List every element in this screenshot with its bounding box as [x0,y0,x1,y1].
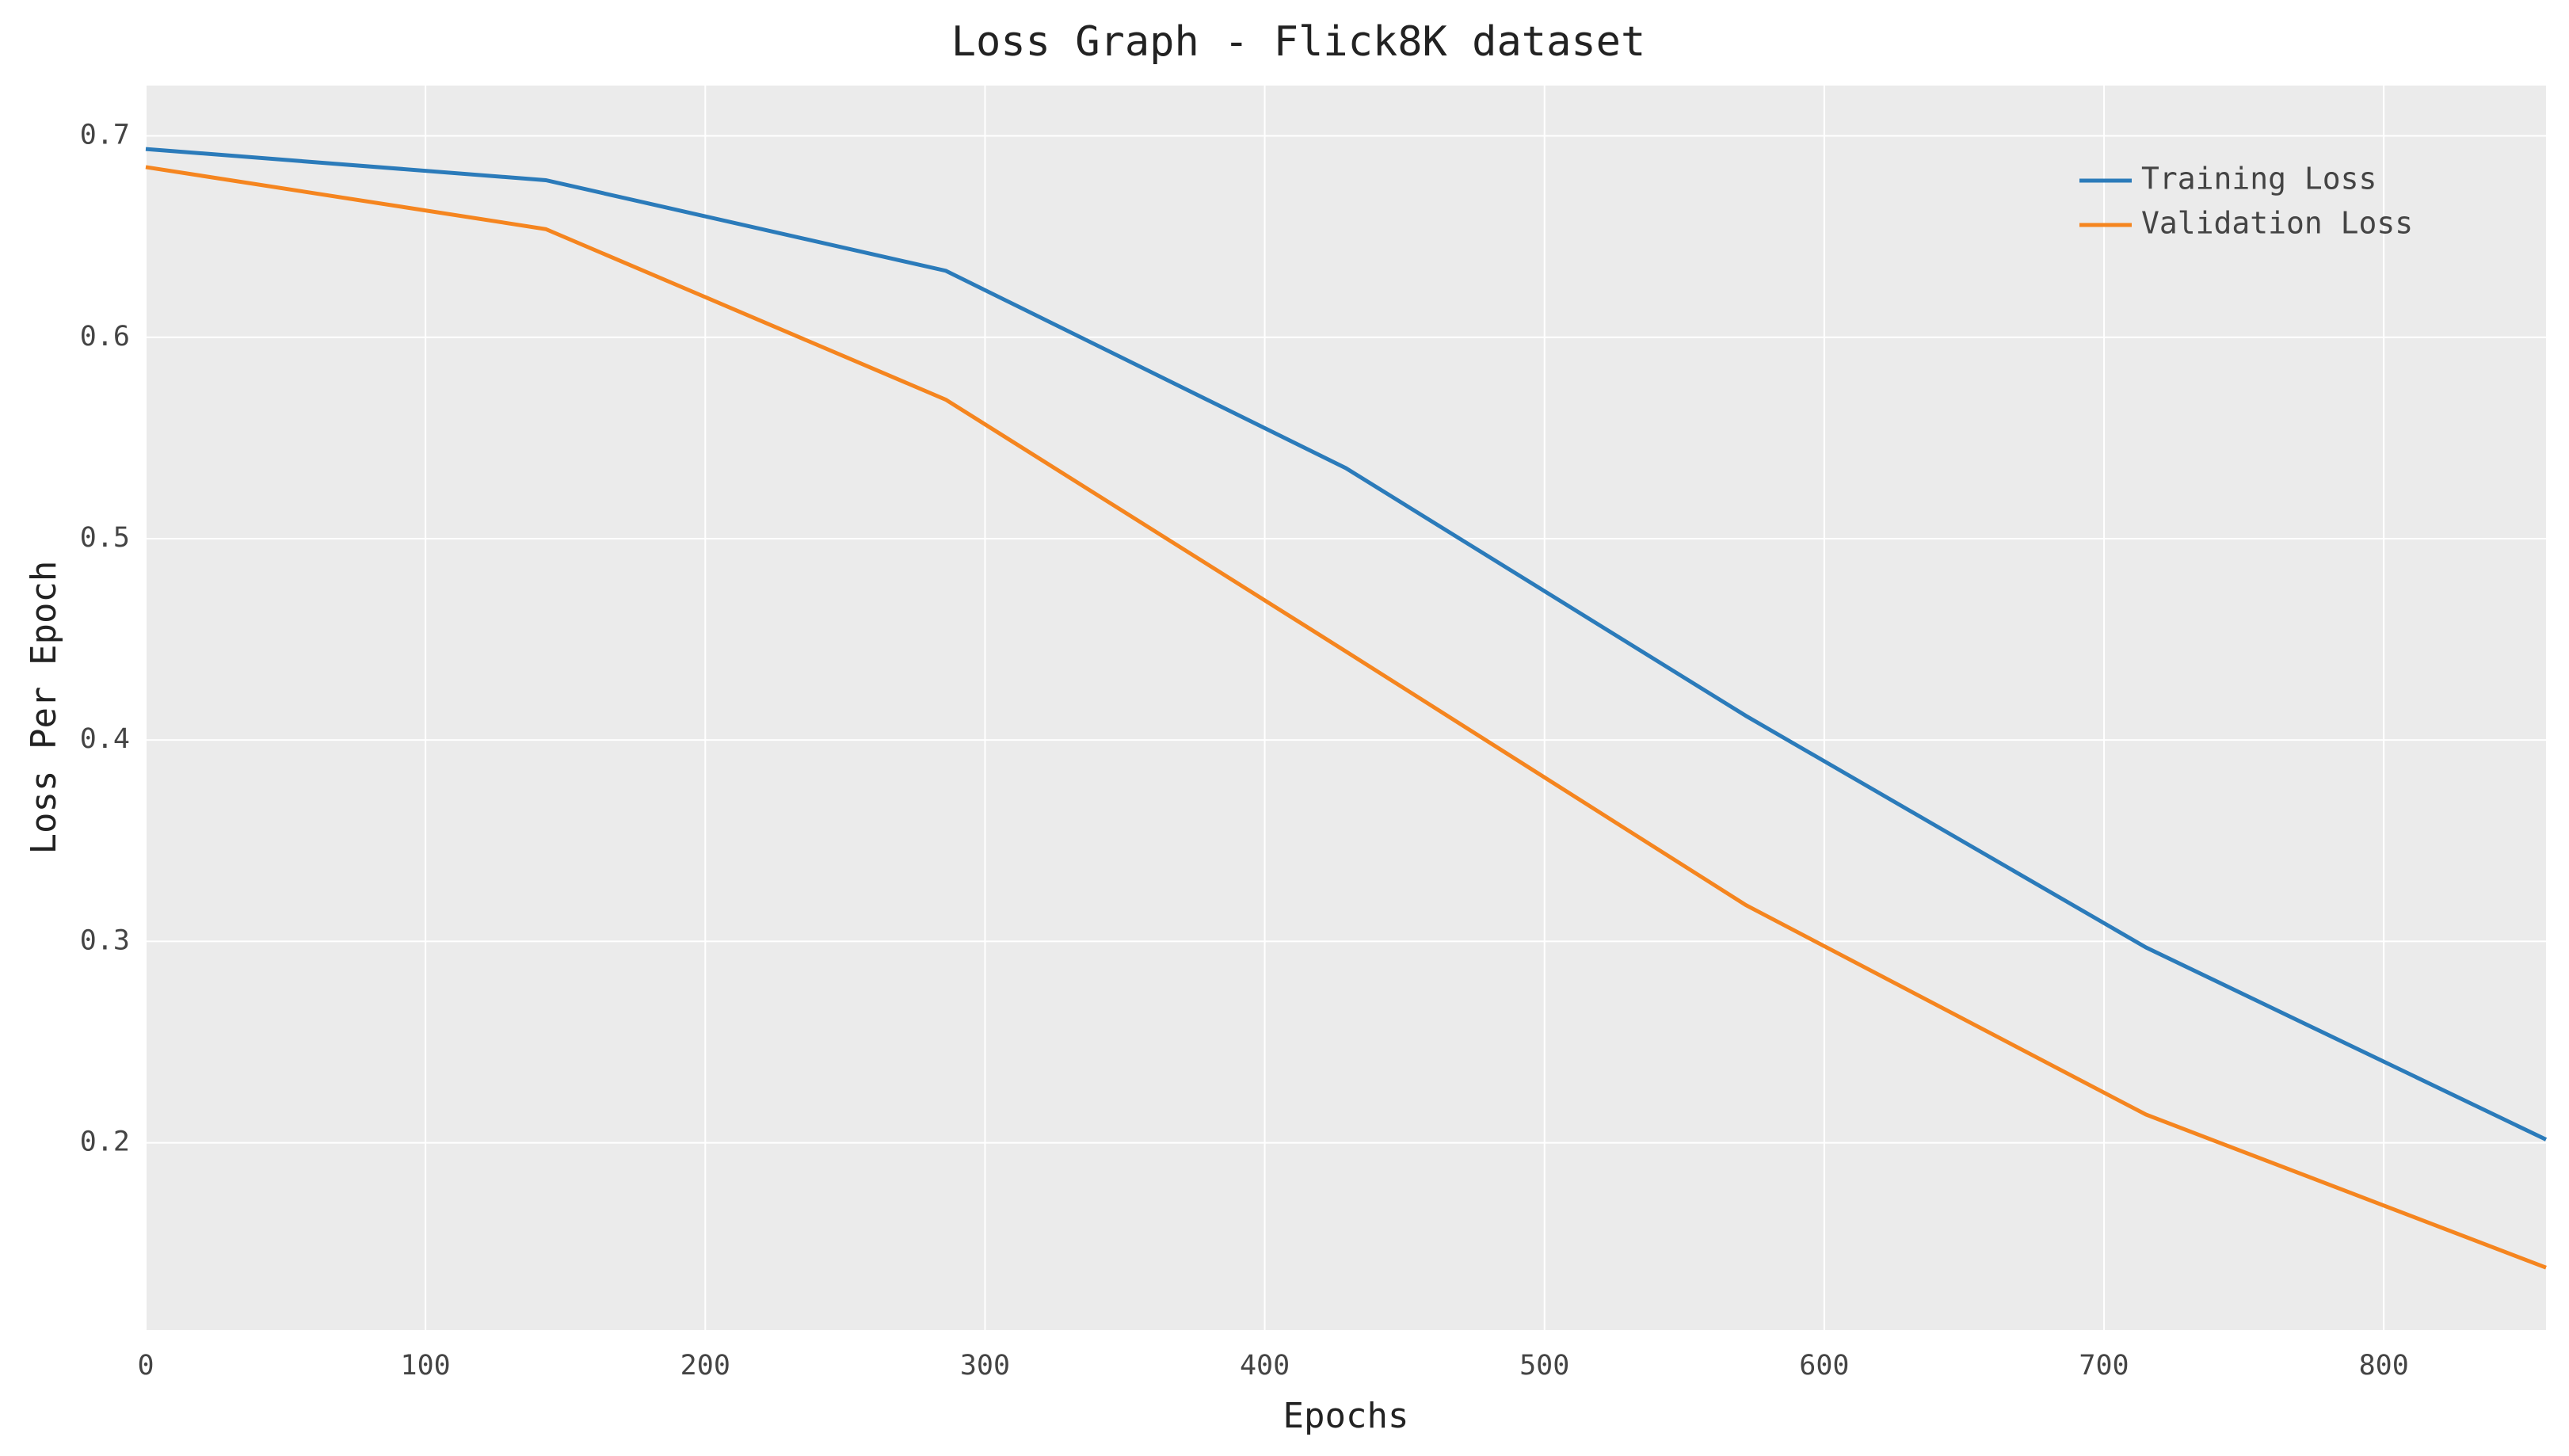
x-tick-label: 500 [1519,1350,1569,1382]
y-tick-label: 0.3 [80,924,130,956]
y-tick-label: 0.2 [80,1126,130,1158]
x-tick-label: 200 [680,1350,730,1382]
y-tick-label: 0.6 [80,321,130,353]
x-axis-label: Epochs [1283,1396,1409,1436]
y-tick-label: 0.4 [80,723,130,755]
x-tick-label: 700 [2079,1350,2129,1382]
x-tick-label: 0 [137,1350,154,1382]
legend-label: Validation Loss [2141,206,2413,241]
line-series [145,165,2547,1270]
chart-title: Loss Graph - Flick8K dataset [951,18,1646,66]
y-axis-label: Loss Per Epoch [24,561,64,855]
y-tick-label: 0.7 [80,120,130,151]
plot-area [146,86,2546,1330]
line-series [145,147,2548,1142]
x-tick-label: 800 [2359,1350,2409,1382]
x-tick-label: 400 [1240,1350,1290,1382]
x-tick-label: 100 [401,1350,451,1382]
x-tick-label: 300 [960,1350,1010,1382]
y-tick-label: 0.5 [80,522,130,554]
x-tick-label: 600 [1799,1350,1849,1382]
legend-label: Training Loss [2141,162,2377,196]
